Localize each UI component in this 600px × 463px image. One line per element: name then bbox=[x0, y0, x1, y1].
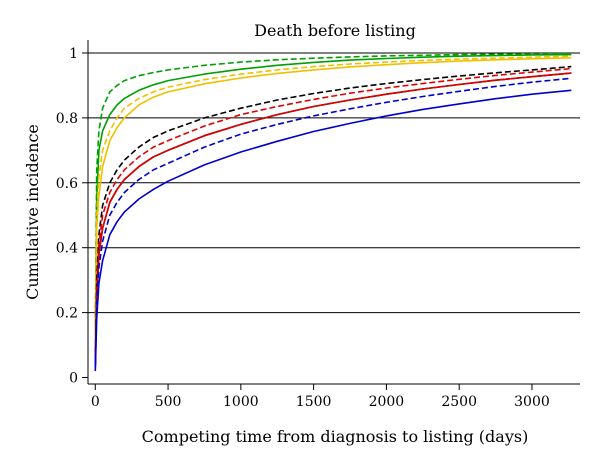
x-tick-label-3: 1500 bbox=[296, 394, 332, 410]
series-line-3 bbox=[94, 57, 572, 349]
grid-lines bbox=[88, 52, 580, 314]
y-tick-label-2: 0.4 bbox=[56, 241, 78, 257]
x-axis-label: Competing time from diagnosis to listing… bbox=[142, 427, 529, 446]
x-tick-label-5: 2500 bbox=[441, 394, 477, 410]
x-tick-label-1: 500 bbox=[155, 394, 182, 410]
y-tick-label-5: 1 bbox=[69, 46, 78, 62]
series-line-2 bbox=[94, 55, 572, 342]
y-axis-label: Cumulative incidence bbox=[23, 124, 42, 300]
series-line-7 bbox=[94, 72, 572, 365]
y-tick-label-4: 0.8 bbox=[56, 111, 78, 127]
series-line-8 bbox=[94, 77, 572, 368]
series-line-5 bbox=[94, 67, 572, 365]
y-tick-label-3: 0.6 bbox=[56, 176, 78, 192]
series-line-4 bbox=[94, 65, 572, 362]
chart-title: Death before listing bbox=[254, 21, 416, 40]
y-tick-label-1: 0.2 bbox=[56, 306, 78, 322]
y-axis-ticks: 0 0.2 0.4 0.6 0.8 1 bbox=[56, 46, 88, 387]
x-axis-ticks: 0 500 1000 1500 2000 2500 3000 bbox=[91, 384, 550, 410]
y-tick-label-0: 0 bbox=[69, 371, 78, 387]
x-tick-label-2: 1000 bbox=[223, 394, 259, 410]
series-line-1 bbox=[94, 53, 572, 342]
series-line-6 bbox=[94, 72, 572, 365]
x-tick-label-6: 3000 bbox=[514, 394, 550, 410]
series-line-0 bbox=[94, 52, 572, 336]
axes bbox=[87, 40, 580, 385]
series-group bbox=[94, 52, 572, 372]
x-tick-label-0: 0 bbox=[91, 394, 100, 410]
series-line-9 bbox=[94, 89, 572, 372]
x-tick-label-4: 2000 bbox=[369, 394, 405, 410]
